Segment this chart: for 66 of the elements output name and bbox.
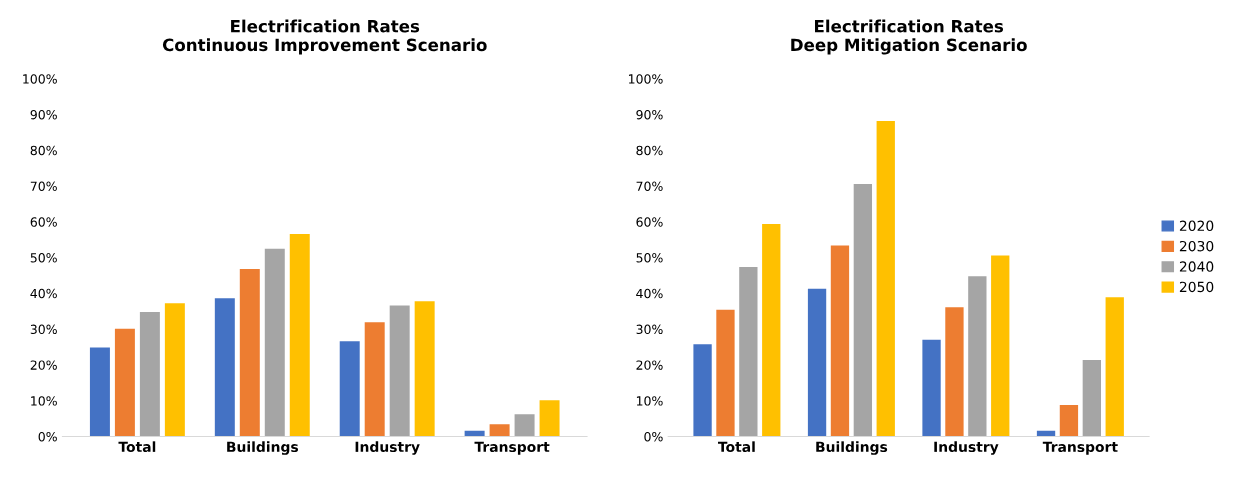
x-tick-label: Industry xyxy=(355,441,420,455)
bar xyxy=(264,248,285,437)
bar xyxy=(89,347,110,437)
bar xyxy=(139,311,160,437)
bar xyxy=(830,245,850,437)
bar xyxy=(389,305,410,437)
bar xyxy=(489,424,510,437)
y-tick-label: 90% xyxy=(636,109,663,120)
y-tick-label: 100% xyxy=(23,74,57,84)
x-tick-label: Transport xyxy=(1042,441,1118,455)
y-tick-label: 100% xyxy=(628,74,663,84)
bar xyxy=(991,255,1010,437)
y-tick-label: 90% xyxy=(30,109,57,120)
bar xyxy=(289,233,310,437)
bar xyxy=(945,307,964,437)
y-tick-label: 0% xyxy=(38,431,57,442)
y-tick-label: 30% xyxy=(30,324,57,335)
y-tick-label: 40% xyxy=(636,288,663,299)
bar xyxy=(739,266,758,437)
x-tick-label: Transport xyxy=(474,441,550,455)
bar xyxy=(414,301,435,437)
y-tick-label: 70% xyxy=(636,181,663,191)
chart-title: Electrification Rates Continuous Improvement Scenario xyxy=(162,19,487,55)
x-tick-label: Total xyxy=(118,441,156,453)
bar xyxy=(239,269,260,437)
y-tick-label: 50% xyxy=(30,253,57,263)
legend-label: 2020 xyxy=(1179,220,1214,232)
x-tick-label: Industry xyxy=(934,441,999,455)
y-tick-label: 60% xyxy=(30,217,57,227)
legend-label: 2040 xyxy=(1179,261,1214,272)
bar xyxy=(853,183,873,437)
x-tick-label: Buildings xyxy=(816,441,888,455)
chart-title: Electrification Rates Deep Mitigation Scenario xyxy=(791,19,1027,55)
y-tick-label: 0% xyxy=(644,431,663,442)
bar xyxy=(1059,404,1079,437)
bar xyxy=(1105,297,1124,437)
legend-label: 2050 xyxy=(1179,281,1214,293)
y-tick-label: 40% xyxy=(30,288,57,299)
y-tick-label: 20% xyxy=(636,360,663,370)
bar xyxy=(968,276,987,437)
bar xyxy=(693,344,712,437)
bar xyxy=(876,120,895,437)
y-tick-label: 60% xyxy=(636,217,663,227)
y-tick-label: 30% xyxy=(636,324,663,335)
x-tick-label: Total xyxy=(718,441,755,453)
y-tick-label: 80% xyxy=(30,145,57,156)
x-tick-label: Buildings xyxy=(227,441,299,455)
bar xyxy=(164,303,185,437)
bar xyxy=(539,400,560,437)
bar xyxy=(807,288,827,437)
bar xyxy=(364,322,385,437)
bar xyxy=(114,328,135,437)
y-tick-label: 10% xyxy=(636,396,663,406)
bar xyxy=(1082,359,1101,437)
y-tick-label: 20% xyxy=(30,360,57,370)
y-tick-label: 10% xyxy=(31,396,57,406)
bar xyxy=(514,414,535,437)
y-tick-label: 70% xyxy=(30,181,57,191)
bar xyxy=(214,298,235,437)
bar xyxy=(339,341,360,437)
y-tick-label: 50% xyxy=(636,253,663,263)
bar xyxy=(762,223,781,437)
y-tick-label: 80% xyxy=(636,145,663,156)
bar xyxy=(922,339,941,437)
bar xyxy=(716,309,735,437)
legend-label: 2030 xyxy=(1179,240,1214,252)
